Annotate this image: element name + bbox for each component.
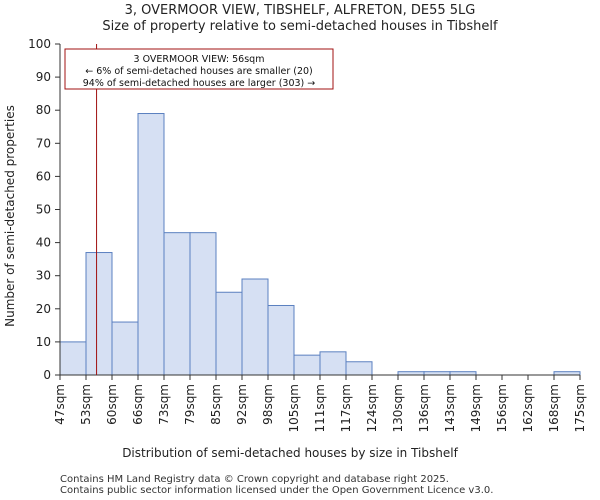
bar-105sqm — [293, 354, 321, 376]
annotation-frame — [64, 48, 334, 90]
y-tick-label: 50 — [36, 203, 51, 217]
footer-copyright: Contains HM Land Registry data © Crown c… — [60, 474, 449, 485]
bar-117sqm — [345, 361, 373, 376]
x-tick-label: 66sqm — [131, 384, 145, 425]
x-tick-label: 130sqm — [391, 384, 405, 432]
x-tick-label: 53sqm — [79, 384, 93, 425]
x-tick-label: 136sqm — [417, 384, 431, 432]
x-tick-label: 105sqm — [287, 384, 301, 432]
x-tick-label: 98sqm — [261, 384, 275, 425]
x-ticks-group: 47sqm 53sqm 60sqm 66sqm 73sqm 79sqm 85sqm 92sqm… — [53, 375, 587, 432]
x-tick-label: 79sqm — [183, 384, 197, 425]
y-tick-label: 80 — [36, 103, 51, 117]
y-ticks-group: 0 10 20 30 40 50 60 70 80 90 100 — [28, 37, 60, 382]
chart-title: 3, OVERMOOR VIEW, TIBSHELF, ALFRETON, DE… — [124, 3, 476, 18]
bar-60sqm — [111, 321, 139, 376]
y-axis-label: Number of semi-detached properties — [3, 105, 17, 327]
y-tick-label: 10 — [36, 335, 51, 349]
y-tick-label: 30 — [36, 269, 51, 283]
x-tick-label: 162sqm — [521, 384, 535, 432]
annotation-line-2: ← 6% of semi-detached houses are smaller… — [85, 66, 313, 77]
bar-66sqm — [137, 113, 165, 376]
y-tick-label: 60 — [36, 169, 51, 183]
y-tick-label: 70 — [36, 136, 51, 150]
x-tick-label: 149sqm — [469, 384, 483, 432]
x-tick-label: 143sqm — [443, 384, 457, 432]
bar-85sqm — [215, 291, 243, 376]
bar-73sqm — [163, 232, 191, 376]
y-tick-label: 40 — [36, 236, 51, 250]
bar-53sqm — [85, 252, 113, 376]
bars-group — [59, 113, 581, 376]
annotation-line-3: 94% of semi-detached houses are larger (… — [83, 78, 316, 89]
x-tick-label: 60sqm — [105, 384, 119, 425]
x-tick-label: 175sqm — [573, 384, 587, 432]
x-tick-label: 124sqm — [365, 384, 379, 432]
footer-licence: Contains public sector information licen… — [60, 485, 494, 496]
x-tick-label: 117sqm — [339, 384, 353, 432]
annotation-box: 3 OVERMOOR VIEW: 56sqm ← 6% of semi-deta… — [64, 48, 334, 90]
x-tick-label: 111sqm — [313, 384, 327, 432]
annotation-line-1: 3 OVERMOOR VIEW: 56sqm — [134, 54, 265, 65]
y-tick-label: 20 — [36, 302, 51, 316]
chart-subtitle: Size of property relative to semi-detach… — [102, 19, 498, 34]
bar-47sqm — [59, 341, 87, 376]
bar-79sqm — [189, 232, 217, 376]
x-tick-label: 85sqm — [209, 384, 223, 425]
x-tick-label: 47sqm — [53, 384, 67, 425]
x-tick-label: 73sqm — [157, 384, 171, 425]
x-axis-label: Distribution of semi-detached houses by … — [122, 446, 458, 460]
y-tick-label: 100 — [28, 37, 51, 51]
y-tick-label: 0 — [43, 368, 51, 382]
x-tick-label: 92sqm — [235, 384, 249, 425]
x-tick-label: 156sqm — [495, 384, 509, 432]
y-tick-label: 90 — [36, 70, 51, 84]
bar-111sqm — [319, 351, 347, 376]
bar-98sqm — [267, 304, 295, 376]
x-tick-label: 168sqm — [547, 384, 561, 432]
bar-92sqm — [241, 278, 269, 376]
